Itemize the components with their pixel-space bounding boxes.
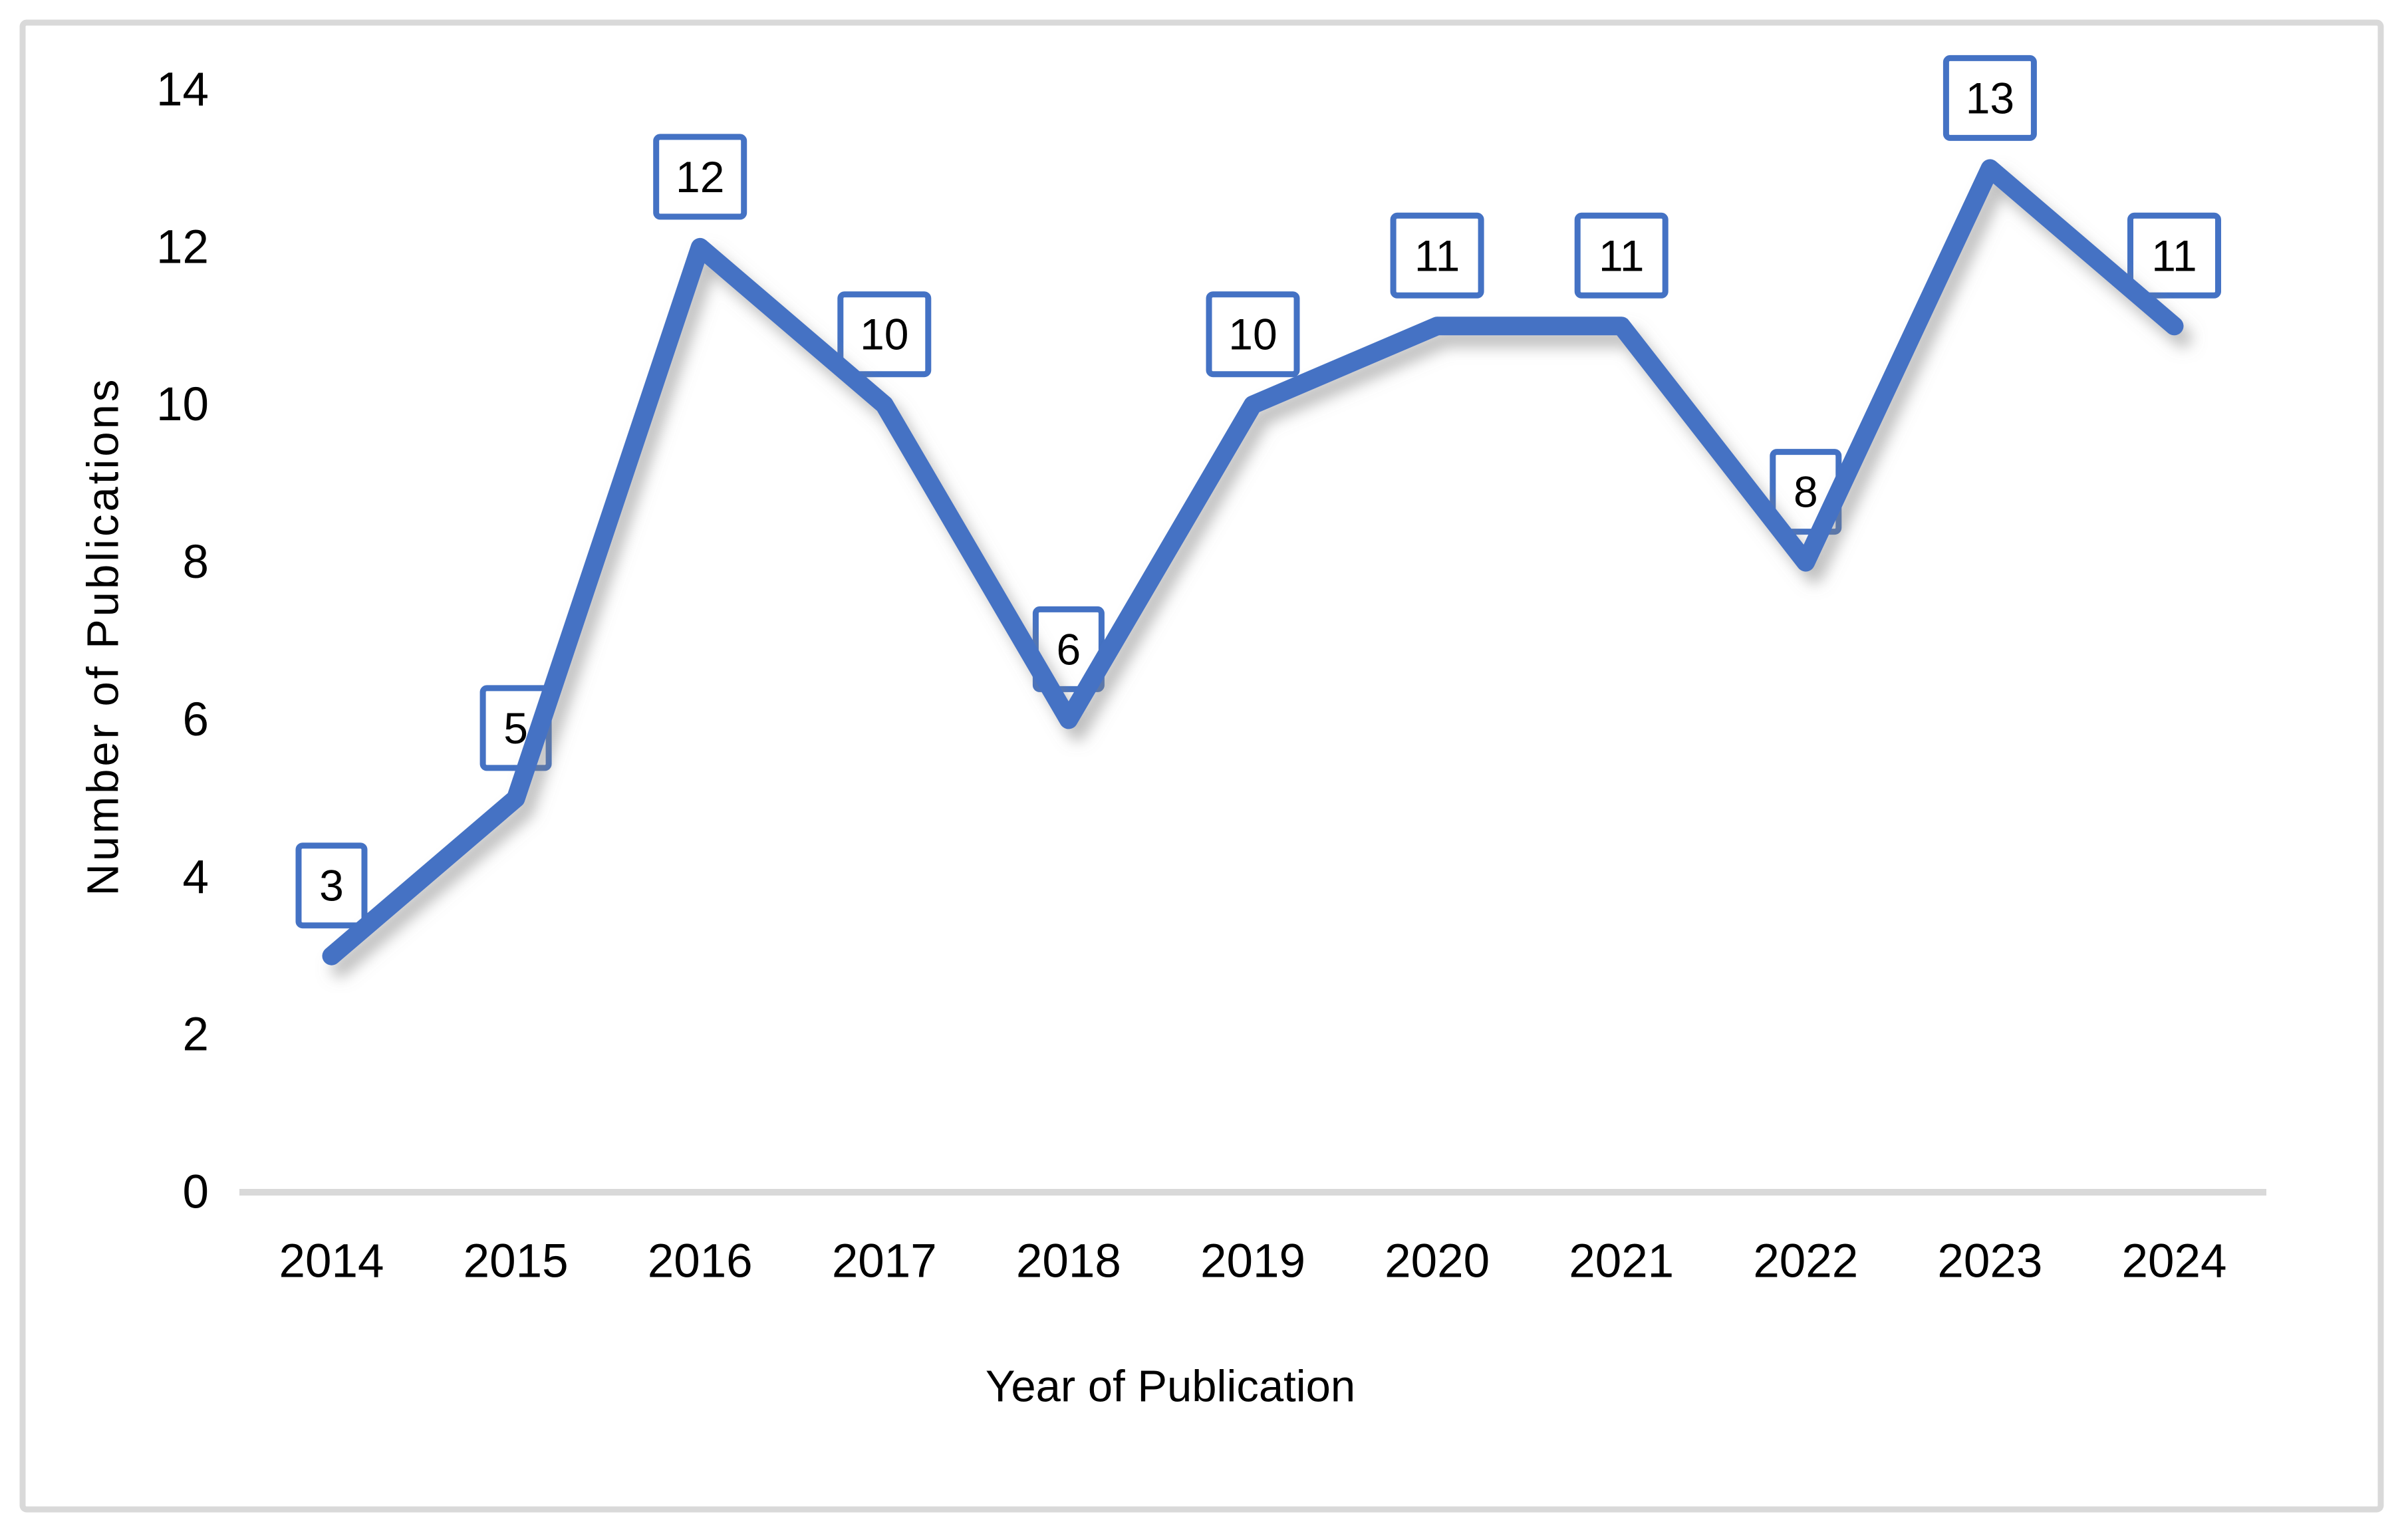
data-label-box <box>837 291 932 378</box>
x-category-label: 2014 <box>279 1235 384 1288</box>
figure-border <box>19 19 2384 1513</box>
data-label-box <box>1206 291 1300 378</box>
data-label-box <box>1390 212 1484 299</box>
data-label-value: 5 <box>503 704 528 753</box>
data-label-box <box>1574 212 1669 299</box>
x-category-label: 2015 <box>464 1235 569 1288</box>
data-label-value: 11 <box>2151 231 2197 280</box>
data-label-value: 13 <box>1966 73 2014 122</box>
data-label-value: 12 <box>676 152 724 201</box>
y-tick-label: 8 <box>183 536 209 588</box>
x-axis-category-labels: 2014 2015 2016 2017 2018 2019 2020 2021 2022 2023… <box>279 1235 2227 1288</box>
x-category-label: 2019 <box>1200 1235 1305 1288</box>
data-label-value: 11 <box>1414 231 1460 280</box>
x-category-label: 2021 <box>1569 1235 1674 1288</box>
x-category-label: 2024 <box>2122 1235 2227 1288</box>
x-category-label: 2022 <box>1753 1235 1858 1288</box>
y-tick-label: 4 <box>183 851 209 904</box>
y-tick-label: 0 <box>183 1166 209 1219</box>
data-label-value: 10 <box>1228 310 1277 359</box>
data-label-boxes: 3 5 12 10 6 10 11 11 8 13 11 <box>295 55 2221 929</box>
y-tick-label: 12 <box>156 221 209 273</box>
y-axis-tick-labels: 0 2 4 6 8 10 12 14 <box>156 64 209 1219</box>
data-label-value: 8 <box>1794 467 1818 517</box>
data-label-box <box>295 842 368 929</box>
data-label-box <box>2127 212 2221 299</box>
data-label-value: 11 <box>1599 231 1645 280</box>
data-label-box <box>1942 55 2037 141</box>
y-tick-label: 10 <box>156 378 209 431</box>
y-axis-title: Number of Publications <box>78 377 128 896</box>
data-label-value: 10 <box>860 310 908 359</box>
data-label-value: 3 <box>319 861 344 910</box>
data-label-box <box>653 134 747 220</box>
x-category-label: 2017 <box>832 1235 937 1288</box>
x-axis-title: Year of Publication <box>986 1362 1355 1412</box>
publications-trend-line <box>322 159 2184 965</box>
x-category-label: 2016 <box>648 1235 753 1288</box>
x-category-label: 2018 <box>1016 1235 1121 1288</box>
x-category-label: 2023 <box>1937 1235 2042 1288</box>
y-tick-label: 6 <box>183 694 209 746</box>
x-category-label: 2020 <box>1385 1235 1490 1288</box>
data-label-value: 6 <box>1057 624 1081 674</box>
y-tick-label: 14 <box>156 64 209 116</box>
y-tick-label: 2 <box>183 1009 209 1061</box>
